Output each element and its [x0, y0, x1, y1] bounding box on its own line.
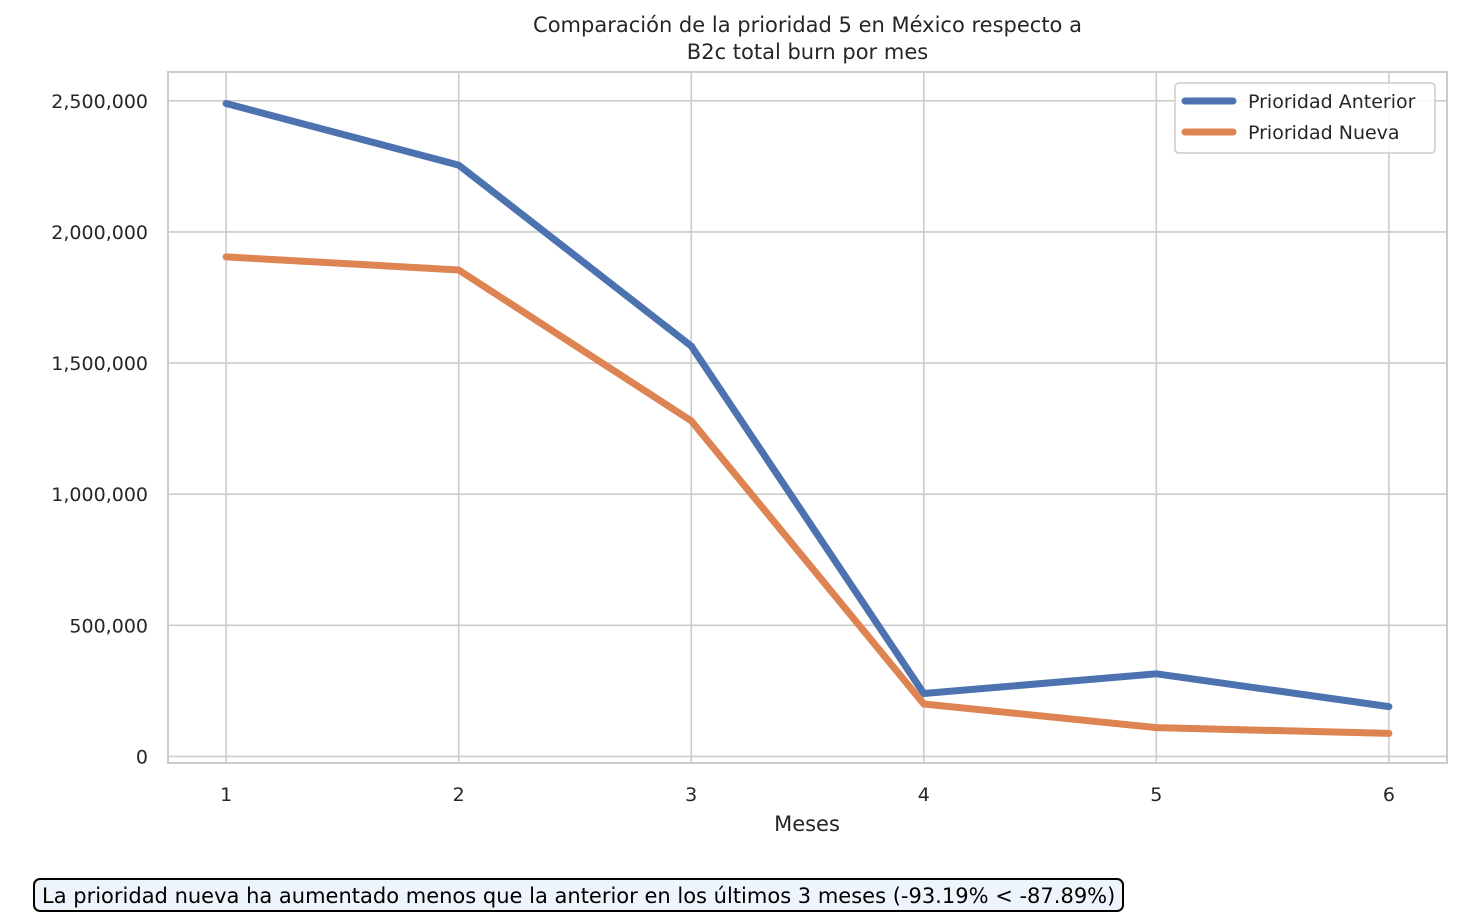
y-tick-label: 1,500,000 — [51, 353, 148, 375]
x-tick-label: 6 — [1383, 784, 1395, 806]
series-lines — [222, 100, 1393, 737]
legend-box — [1174, 82, 1436, 154]
x-tick-label: 2 — [453, 784, 465, 806]
y-tick-label: 1,000,000 — [51, 484, 148, 506]
grid — [168, 72, 1447, 763]
chart-title: Comparación de la prioridad 5 en México … — [533, 13, 1082, 64]
x-tick-label: 4 — [918, 784, 930, 806]
chart-title-line: Comparación de la prioridad 5 en México … — [533, 13, 1082, 37]
plot-area — [167, 71, 1448, 764]
legend: Prioridad Anterior Prioridad Nueva — [1174, 82, 1436, 154]
x-tick-label: 5 — [1150, 784, 1162, 806]
series-line-prioridad-nueva — [222, 253, 1393, 737]
legend-label: Prioridad Anterior — [1248, 91, 1416, 113]
chart-title-line: B2c total burn por mes — [687, 40, 928, 64]
legend-label: Prioridad Nueva — [1248, 122, 1400, 144]
y-tick-label: 2,000,000 — [51, 222, 148, 244]
x-tick-label: 1 — [220, 784, 232, 806]
x-axis-label: Meses — [774, 812, 840, 836]
summary-note: La prioridad nueva ha aumentado menos qu… — [33, 878, 1125, 912]
y-tick-label: 0 — [136, 746, 148, 768]
axis-ticks: 1 2 3 4 5 6 0 500,000 1,000,000 1,500,000 2,000,00… — [51, 91, 1395, 806]
y-tick-label: 500,000 — [69, 615, 148, 637]
y-tick-label: 2,500,000 — [51, 91, 148, 113]
x-tick-label: 3 — [685, 784, 697, 806]
series-line-prioridad-anterior — [222, 100, 1393, 711]
